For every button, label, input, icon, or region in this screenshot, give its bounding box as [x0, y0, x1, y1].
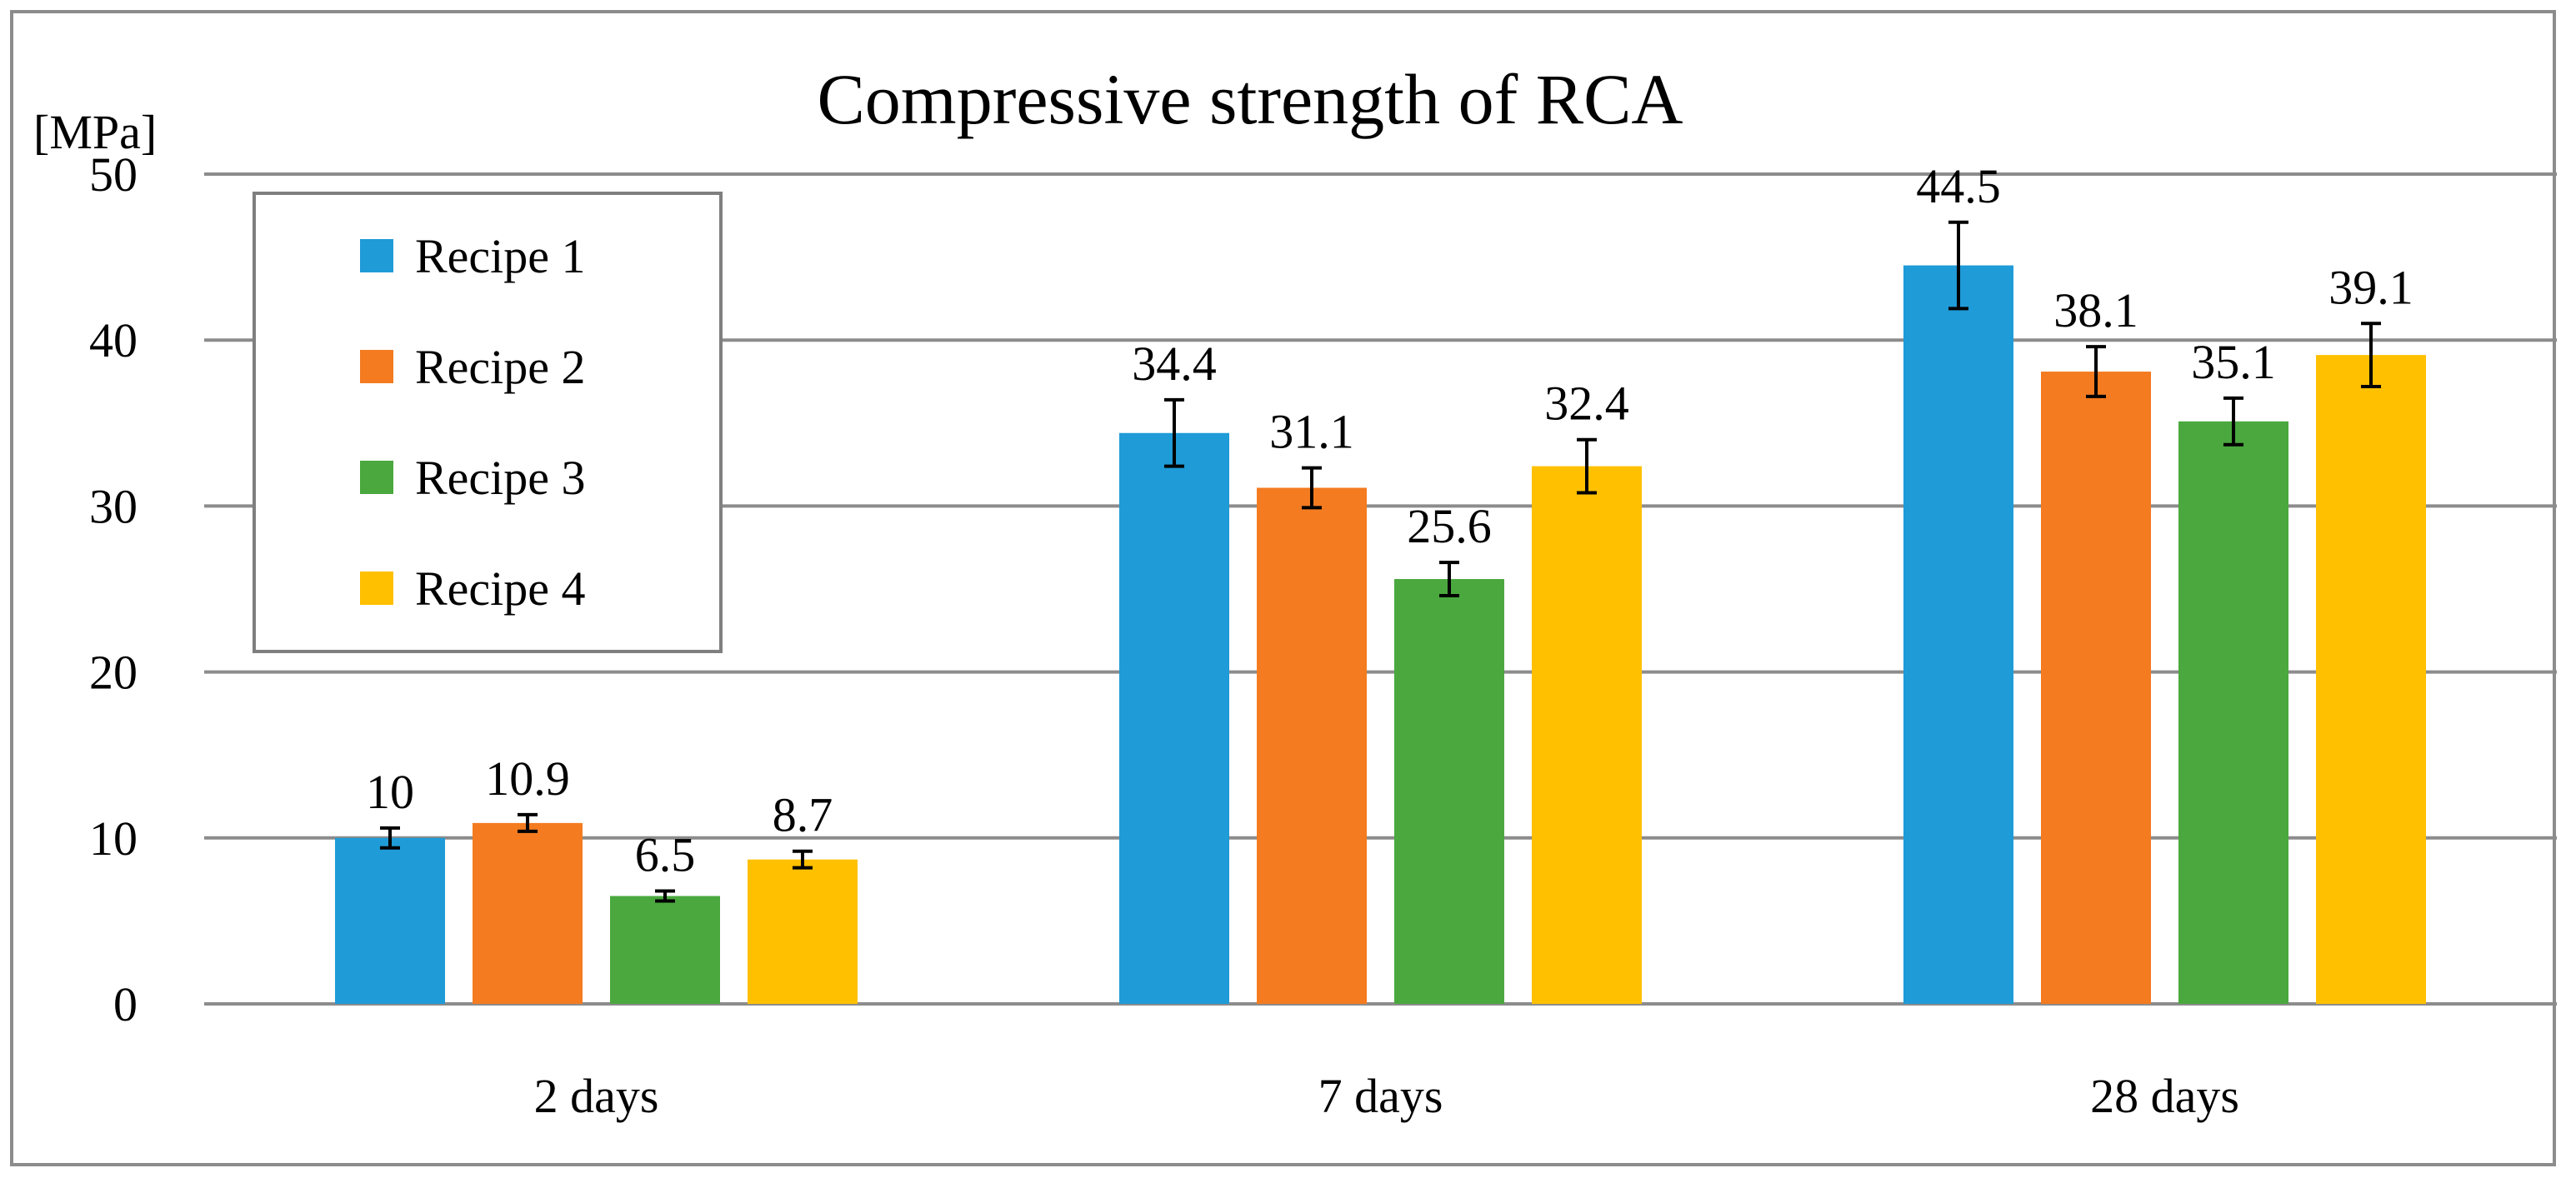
data-label-2-1: 10.9	[485, 751, 570, 806]
error-bar-3-2	[1439, 561, 1459, 597]
y-axis-unit-label: [MPa]	[33, 105, 157, 159]
gridlines	[204, 172, 2557, 1006]
bar-1-2	[1119, 432, 1229, 1004]
data-label-4-3: 39.1	[2328, 260, 2413, 314]
data-label-4-2: 32.4	[1544, 377, 1629, 431]
legend-label-1: Recipe 1	[415, 229, 586, 283]
y-tick-label: 20	[89, 646, 138, 700]
data-label-1-3: 44.5	[1916, 159, 2001, 213]
x-tick-label: 7 days	[1318, 1069, 1443, 1123]
legend-label-2: Recipe 2	[415, 340, 586, 394]
legend-swatch-3	[360, 461, 393, 494]
legend-swatch-4	[360, 572, 393, 605]
bar-4-3	[2316, 355, 2426, 1004]
data-label-1-1: 10	[366, 765, 414, 819]
error-bar-4-1	[793, 849, 813, 870]
data-label-2-2: 31.1	[1269, 405, 1354, 459]
y-tick-label: 0	[113, 977, 138, 1031]
bar-3-2	[1394, 579, 1504, 1004]
data-label-1-2: 34.4	[1132, 337, 1217, 391]
error-bar-2-2	[1302, 466, 1322, 510]
y-tick-label: 50	[89, 147, 138, 202]
chart-title: Compressive strength of RCA	[817, 59, 1683, 139]
legend-label-4: Recipe 4	[415, 562, 586, 616]
legend-label-3: Recipe 3	[415, 451, 586, 505]
error-bar-2-1	[518, 812, 538, 833]
y-axis-ticks: 0 10 20 30 40 50	[89, 147, 138, 1031]
error-bar-1-1	[380, 826, 400, 850]
x-tick-label: 2 days	[534, 1069, 659, 1123]
legend: Recipe 1 Recipe 2 Recipe 3 Recipe 4	[253, 192, 723, 653]
bar-1-3	[1903, 265, 2013, 1004]
legend-swatch-1	[360, 239, 393, 272]
x-axis-categories: 2 days 7 days 28 days	[534, 1069, 2239, 1123]
error-bar-1-3	[1948, 220, 1968, 311]
y-tick-label: 10	[89, 811, 138, 866]
error-bar-4-3	[2361, 322, 2381, 388]
bar-2-2	[1257, 487, 1367, 1004]
y-tick-label: 30	[89, 479, 138, 533]
bar-4-1	[748, 859, 858, 1004]
x-tick-label: 28 days	[2090, 1069, 2239, 1123]
bar-2-3	[2041, 372, 2151, 1005]
y-tick-label: 40	[89, 313, 138, 367]
error-bar-3-3	[2223, 396, 2243, 447]
bar-4-2	[1532, 466, 1642, 1004]
data-label-3-2: 25.6	[1407, 499, 1492, 553]
legend-swatch-2	[360, 350, 393, 383]
legend-box	[253, 192, 723, 653]
bar-3-1	[610, 896, 720, 1004]
error-bar-4-2	[1577, 437, 1597, 495]
error-bar-2-3	[2086, 345, 2106, 398]
data-label-4-1: 8.7	[773, 788, 833, 842]
error-bar-3-1	[655, 889, 675, 903]
data-label-3-1: 6.5	[635, 828, 696, 882]
data-label-3-3: 35.1	[2191, 335, 2276, 389]
data-labels: 10 10.9 6.5 8.7 34.4 31.1 25.6 32.4 44.5 38.1 35.1…	[366, 159, 2413, 882]
bars	[335, 220, 2426, 1005]
data-label-2-3: 38.1	[2053, 283, 2138, 337]
bar-1-1	[335, 837, 445, 1004]
error-bar-1-2	[1164, 397, 1184, 468]
bar-2-1	[473, 822, 583, 1004]
bar-3-3	[2178, 421, 2288, 1005]
